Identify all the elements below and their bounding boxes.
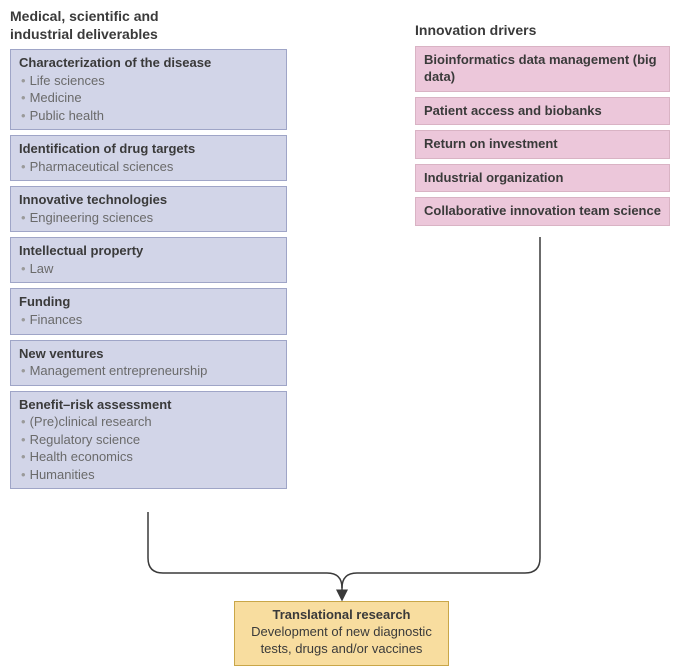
bullet-icon: •: [21, 90, 26, 105]
box-title: Bioinformatics data management (big data…: [424, 51, 661, 86]
sub-item-label: Engineering sciences: [30, 210, 154, 225]
bullet-icon: •: [21, 414, 26, 429]
box-title: Industrial organization: [424, 169, 661, 187]
right-header: Innovation drivers: [415, 22, 670, 40]
box-title: Return on investment: [424, 135, 661, 153]
result-box: Translational research Development of ne…: [234, 601, 449, 666]
bullet-icon: •: [21, 312, 26, 327]
right-box: Return on investment: [415, 130, 670, 159]
bullet-icon: •: [21, 432, 26, 447]
right-boxes-container: Bioinformatics data management (big data…: [415, 46, 670, 226]
box-sub-item: • Regulatory science: [19, 431, 278, 449]
sub-item-label: Public health: [30, 108, 104, 123]
bullet-icon: •: [21, 73, 26, 88]
sub-item-label: Humanities: [30, 467, 95, 482]
sub-item-label: Health economics: [30, 449, 133, 464]
bullet-icon: •: [21, 467, 26, 482]
right-column: Innovation drivers Bioinformatics data m…: [415, 22, 670, 231]
left-box: Benefit–risk assessment•(Pre)clinical re…: [10, 391, 287, 490]
box-sub-item: • Law: [19, 260, 278, 278]
bullet-icon: •: [21, 449, 26, 464]
box-sub-item: • Management entrepreneurship: [19, 362, 278, 380]
right-box: Collaborative innovation team science: [415, 197, 670, 226]
box-sub-item: • (Pre)clinical research: [19, 413, 278, 431]
box-title: Identification of drug targets: [19, 140, 278, 158]
box-sub-item: • Public health: [19, 107, 278, 125]
result-title: Translational research: [243, 607, 440, 624]
sub-item-label: Management entrepreneurship: [30, 363, 208, 378]
bullet-icon: •: [21, 210, 26, 225]
bullet-icon: •: [21, 261, 26, 276]
box-title: Characterization of the disease: [19, 54, 278, 72]
box-sub-item: • Finances: [19, 311, 278, 329]
bullet-icon: •: [21, 159, 26, 174]
left-header: Medical, scientific andindustrial delive…: [10, 8, 287, 43]
right-box: Industrial organization: [415, 164, 670, 193]
left-column: Medical, scientific andindustrial delive…: [10, 8, 287, 494]
box-title: Innovative technologies: [19, 191, 278, 209]
box-title: Benefit–risk assessment: [19, 396, 278, 414]
sub-item-label: Regulatory science: [30, 432, 141, 447]
left-box: Funding• Finances: [10, 288, 287, 334]
left-box: Characterization of the disease•Life sci…: [10, 49, 287, 130]
right-box: Bioinformatics data management (big data…: [415, 46, 670, 92]
sub-item-label: Finances: [30, 312, 83, 327]
sub-item-label: (Pre)clinical research: [30, 414, 152, 429]
box-sub-item: • Engineering sciences: [19, 209, 278, 227]
right-box: Patient access and biobanks: [415, 97, 670, 126]
bullet-icon: •: [21, 108, 26, 123]
box-sub-item: • Humanities: [19, 466, 278, 484]
bullet-icon: •: [21, 363, 26, 378]
box-title: Intellectual property: [19, 242, 278, 260]
left-box: New ventures• Management entrepreneurship: [10, 340, 287, 386]
sub-item-label: Law: [30, 261, 54, 276]
box-sub-item: • Medicine: [19, 89, 278, 107]
box-title: Funding: [19, 293, 278, 311]
box-sub-item: • Pharmaceutical sciences: [19, 158, 278, 176]
box-sub-item: • Life sciences: [19, 72, 278, 90]
box-title: Patient access and biobanks: [424, 102, 661, 120]
left-boxes-container: Characterization of the disease•Life sci…: [10, 49, 287, 489]
box-title: Collaborative innovation team science: [424, 202, 661, 220]
sub-item-label: Medicine: [30, 90, 82, 105]
left-box: Identification of drug targets• Pharmaceu…: [10, 135, 287, 181]
left-box: Innovative technologies• Engineering scie…: [10, 186, 287, 232]
sub-item-label: Life sciences: [30, 73, 105, 88]
box-title: New ventures: [19, 345, 278, 363]
box-sub-item: • Health economics: [19, 448, 278, 466]
left-box: Intellectual property• Law: [10, 237, 287, 283]
result-subtitle: Development of new diagnostic tests, dru…: [243, 624, 440, 658]
sub-item-label: Pharmaceutical sciences: [30, 159, 174, 174]
